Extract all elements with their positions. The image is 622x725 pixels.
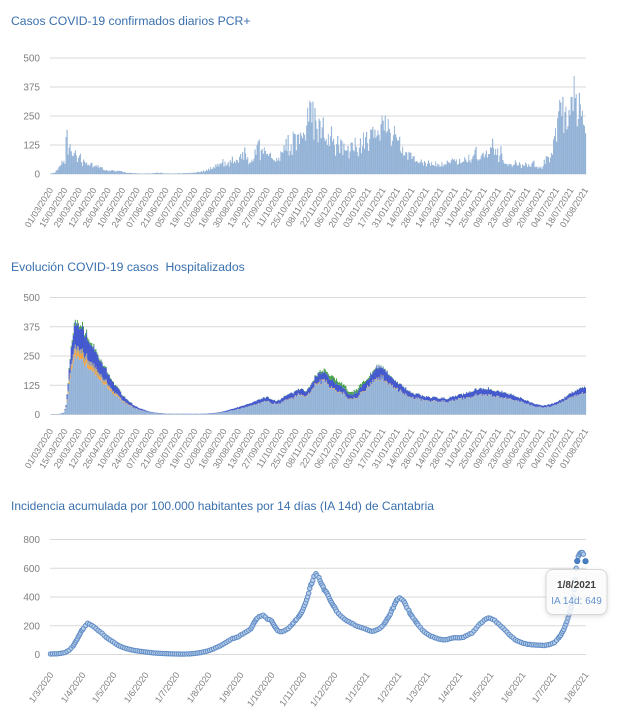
svg-text:125: 125 (23, 141, 40, 152)
svg-text:375: 375 (23, 83, 40, 94)
svg-text:Evolución COVID-19 casos Hosp: Evolución COVID-19 casos Hospitalizados (11, 260, 245, 274)
svg-text:0: 0 (34, 170, 40, 181)
svg-text:375: 375 (23, 322, 40, 333)
svg-text:250: 250 (23, 352, 40, 363)
svg-text:500: 500 (23, 54, 40, 65)
svg-text:0: 0 (34, 650, 40, 661)
svg-text:400: 400 (23, 593, 40, 604)
svg-text:800: 800 (23, 535, 40, 546)
svg-text:0: 0 (34, 410, 40, 421)
svg-text:Incidencia acumulada por 100.0: Incidencia acumulada por 100.000 habitan… (11, 499, 434, 513)
svg-text:200: 200 (23, 621, 40, 632)
svg-text:Casos COVID-19 confirmados dia: Casos COVID-19 confirmados diarios PCR+ (11, 14, 250, 28)
svg-text:1/8/2021: 1/8/2021 (557, 580, 596, 591)
svg-text:500: 500 (23, 293, 40, 304)
svg-text:250: 250 (23, 112, 40, 123)
svg-text:IA 14d: 649: IA 14d: 649 (551, 596, 602, 607)
svg-text:600: 600 (23, 564, 40, 575)
svg-text:125: 125 (23, 381, 40, 392)
